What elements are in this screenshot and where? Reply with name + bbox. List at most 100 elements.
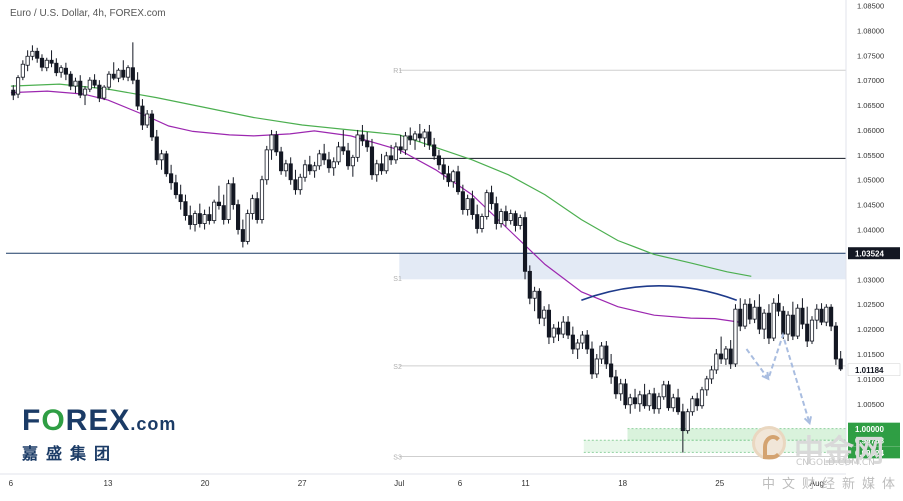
candle-body	[20, 63, 25, 78]
candle-body	[331, 161, 336, 169]
candle-body	[460, 191, 465, 211]
forecast-path	[745, 331, 811, 424]
candle-body	[350, 156, 355, 167]
y-tick-label: 1.08000	[857, 26, 884, 35]
candle-body	[532, 290, 537, 299]
candle-body	[145, 113, 150, 126]
candle-body	[637, 394, 642, 405]
candle-body	[341, 146, 346, 152]
pivot-label-0: R1	[393, 68, 402, 75]
candle-body	[393, 146, 398, 161]
candle-body	[63, 67, 68, 75]
candle-body	[575, 342, 580, 350]
x-tick-label: 11	[521, 479, 530, 488]
candle-body	[240, 229, 245, 242]
ma-fast-line	[10, 90, 740, 323]
candle-body	[365, 140, 370, 148]
candle-body	[714, 353, 719, 371]
candle-body	[704, 378, 709, 391]
candle-body	[656, 396, 662, 410]
candle-body	[561, 321, 566, 335]
candle-body	[164, 153, 169, 175]
candle-body	[87, 79, 92, 90]
candle-body	[82, 88, 88, 96]
candle-body	[824, 306, 829, 323]
candle-body	[188, 215, 193, 225]
candle-body	[245, 213, 250, 242]
candle-body	[73, 80, 78, 87]
candle-body	[30, 50, 35, 57]
price-tag-label-1: 1.01184	[855, 366, 884, 375]
candle-body	[742, 303, 748, 327]
y-tick-label: 1.01000	[857, 375, 884, 384]
forecast-arrow-1	[761, 371, 770, 381]
candle-body	[441, 164, 446, 175]
candle-body	[599, 345, 604, 360]
candle-body	[805, 323, 810, 342]
candle-body	[451, 171, 456, 183]
candle-body	[192, 213, 198, 225]
candle-body	[102, 86, 107, 99]
candle-body	[15, 77, 21, 95]
candle-body	[317, 153, 322, 167]
y-tick-label: 1.07000	[857, 76, 884, 85]
candle-body	[336, 146, 341, 163]
candle-body	[130, 67, 135, 81]
candle-body	[680, 411, 685, 432]
candle-body	[695, 398, 700, 407]
candle-body	[719, 353, 724, 360]
candle-body	[800, 307, 805, 325]
candle-body	[269, 134, 274, 151]
candle-body	[283, 163, 288, 172]
watermark-url: CNGOLD.COM.CN	[796, 458, 875, 468]
candle-body	[360, 134, 365, 142]
y-tick-label: 1.04000	[857, 226, 884, 235]
candle-body	[781, 310, 786, 335]
candle-body	[216, 201, 222, 207]
candle-body	[154, 136, 159, 161]
candle-body	[699, 389, 705, 407]
candle-body	[786, 314, 791, 335]
y-tick-label: 1.05500	[857, 151, 884, 160]
zone-1	[627, 428, 846, 441]
y-tick-label: 1.05000	[857, 176, 884, 185]
candle-body	[207, 214, 212, 221]
candle-body	[202, 214, 207, 224]
price-tag-box-3	[848, 434, 900, 447]
candle-body	[771, 302, 776, 339]
candle-body	[226, 183, 231, 220]
candle-body	[408, 135, 413, 141]
candle-body	[116, 69, 121, 79]
pivot-label-3: S2	[393, 364, 402, 371]
candle-body	[465, 198, 470, 211]
candle-body	[809, 319, 815, 342]
candle-body	[613, 376, 618, 395]
cngold-badge-icon	[752, 426, 786, 460]
candle-body	[140, 105, 145, 126]
candle-body	[752, 306, 757, 320]
candle-body	[412, 133, 418, 141]
price-tag-box-2	[848, 422, 900, 435]
candle-body	[307, 164, 312, 172]
candle-body	[212, 201, 217, 221]
candle-body	[302, 164, 308, 178]
candle-body	[374, 163, 379, 176]
candle-body	[642, 394, 647, 407]
candle-body	[135, 79, 140, 107]
x-tick-label: 20	[201, 479, 210, 488]
candle-body	[723, 348, 728, 360]
candle-body	[293, 179, 298, 191]
candle-body	[766, 312, 772, 339]
candle-body	[11, 89, 16, 96]
candle-body	[398, 146, 403, 151]
candle-body	[675, 397, 681, 413]
candle-body	[436, 155, 442, 166]
candle-body	[221, 205, 226, 220]
y-tick-label: 1.03000	[857, 275, 884, 284]
candle-body	[537, 290, 542, 319]
candle-body	[231, 183, 236, 206]
candle-body	[288, 163, 293, 181]
candle-body	[422, 131, 427, 139]
candle-body	[68, 73, 73, 87]
candle-body	[494, 203, 499, 224]
